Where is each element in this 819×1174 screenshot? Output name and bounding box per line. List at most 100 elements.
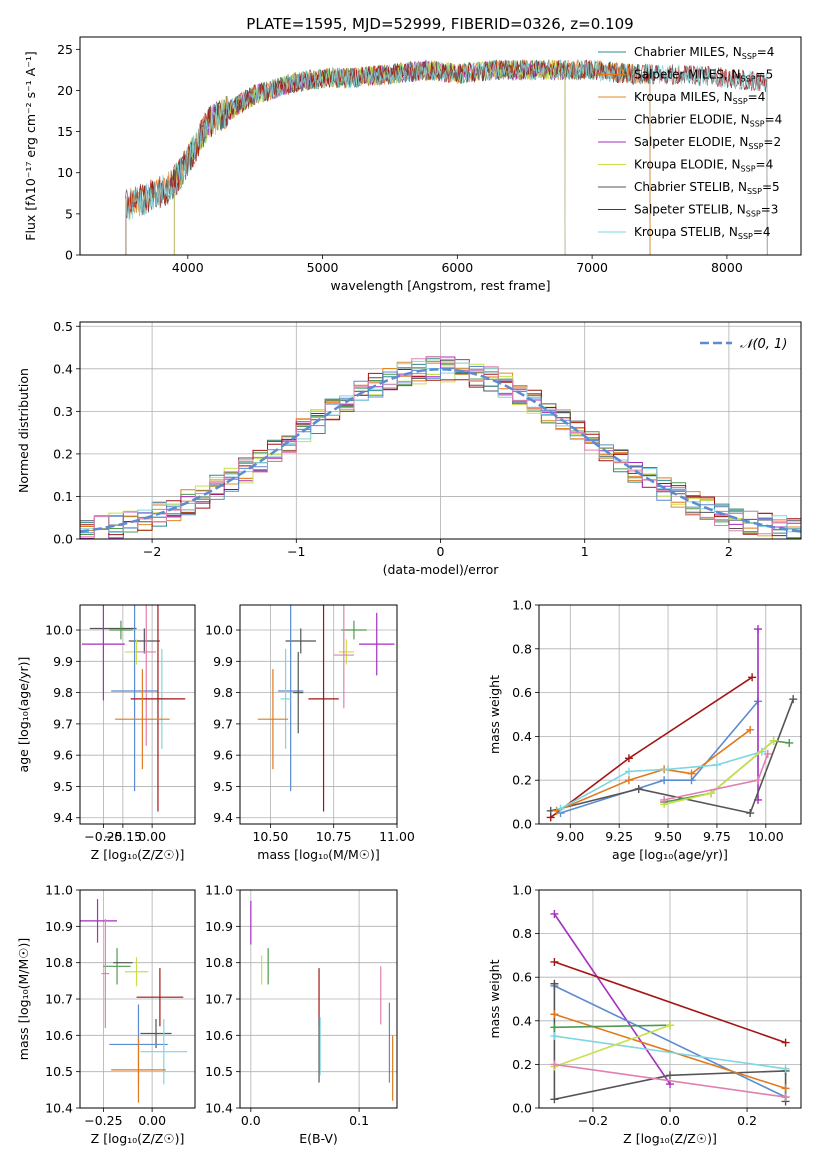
y-tick-label: 25 [57,42,73,57]
spectrum-series-chabrier-elodie [173,59,566,255]
y-tick-label: 0.8 [512,641,532,656]
y-tick-label: 0.6 [512,685,532,700]
weight-marker [634,784,643,793]
y-tick-label: 11.0 [205,883,233,898]
y-tick-label: 9.8 [213,685,233,700]
error-point [109,620,133,640]
y-tick-label: 9.5 [213,779,233,794]
y-tick-label: 0.4 [512,729,532,744]
plot-area [550,909,790,1106]
weight-marker [748,673,757,682]
error-point [140,1018,172,1049]
x-tick-label: −2 [143,544,161,559]
weight-line [663,753,769,801]
legend-label: Chabrier STELIB, NSSP=5 [634,180,780,196]
spectrum-series-salpeter-miles [125,59,651,255]
x-tick-label: 4000 [172,260,204,275]
error-point [280,648,291,749]
weight-line [560,700,759,814]
x-tick-label: 1 [581,544,589,559]
error-point [101,919,110,1029]
y-tick-label: 0.4 [512,1013,532,1028]
x-tick-label: −0.2 [578,1113,608,1128]
y-tick-label: 0.0 [512,1101,532,1116]
x-tick-label: 7000 [576,260,608,275]
error-point [293,651,304,734]
weight-marker [769,736,778,745]
error-point [359,612,395,676]
weight-marker [550,1032,559,1041]
y-tick-label: 10.4 [45,1101,73,1116]
error-point [136,605,157,746]
weight-marker [556,804,565,813]
error-point [140,1018,188,1085]
x-tick-label: 2 [725,544,733,559]
chart-weight_vs_age: 9.00 9.25 9.50 9.75 10.00 0.0 0.2 0.4 0.6 0.8 1.0 a… [487,598,802,862]
error-point [130,605,186,812]
plot-frame [79,889,196,1109]
y-tick-label: 0.2 [53,446,73,461]
histogram-salpeter-elodie [80,356,801,539]
x-axis-label: age [log₁₀(age/yr)] [612,847,728,862]
weight-marker [757,747,766,756]
chart-mass_vs_Z: −0.25 0.00 10.4 10.5 10.6 10.7 10.8 10.9 11.0 Z [… [16,883,196,1146]
weight-marker [785,738,794,747]
legend-label: Chabrier ELODIE, NSSP=4 [634,113,782,129]
weight-marker [753,625,762,634]
weight-marker [550,1010,559,1019]
x-tick-label: 10.00 [748,829,784,844]
y-tick-label: 9.9 [213,654,233,669]
plot-frame [239,604,398,825]
histogram-salpeter-stelib [80,369,801,537]
y-axis-label: mass weight [487,675,502,754]
plot-area [125,58,768,255]
weight-marker [550,957,559,966]
y-tick-label: 5 [65,206,73,221]
x-axis-label: wavelength [Angstrom, rest frame] [330,278,550,293]
x-tick-label: 6000 [441,260,473,275]
weight-line [554,1063,786,1098]
y-tick-label: 10.5 [205,1064,233,1079]
y-tick-label: 9.7 [53,716,73,731]
error-point [124,957,149,987]
legend-label: Salpeter MILES, NSSP=5 [634,68,773,84]
error-point [308,605,339,812]
weight-marker [550,909,559,918]
error-point [115,669,170,770]
x-tick-label: −0.25 [84,829,122,844]
y-tick-label: 0.2 [512,1057,532,1072]
y-tick-label: 9.7 [213,716,233,731]
spectrum-series-kroupa-elodie [173,58,566,255]
plot-frame [239,889,398,1109]
y-tick-label: 0.8 [512,926,532,941]
x-tick-label: 9.75 [703,829,731,844]
y-tick-label: 9.4 [213,810,233,825]
x-tick-label: −0.15 [104,829,142,844]
x-axis-label: (data-model)/error [383,562,500,577]
y-axis-label: mass [log₁₀(M/M☉)] [16,938,31,1060]
y-tick-label: 9.5 [53,779,73,794]
y-tick-label: 20 [57,83,73,98]
x-tick-label: 10.75 [316,829,352,844]
x-axis-label: mass [log₁₀(M/M☉)] [257,847,379,862]
y-tick-label: 0.3 [53,404,73,419]
plot-area [80,356,801,539]
error-point [80,899,118,943]
weight-marker [624,776,633,785]
x-axis-label: Z [log₁₀(Z/Z☉)] [91,847,185,862]
y-tick-label: 1.0 [512,883,532,898]
error-point [333,605,354,709]
x-tick-label: 8000 [711,260,743,275]
error-point [257,669,289,770]
error-point [277,605,304,792]
plot-area [546,625,798,822]
x-tick-label: 0.00 [138,1113,166,1128]
histogram-pink [80,356,801,538]
histogram-blue [80,366,801,539]
weight-marker [746,725,755,734]
y-axis-label: Flux [fλ10⁻¹⁷ erg cm⁻² s⁻¹ A⁻¹] [23,51,38,240]
y-tick-label: 10.8 [45,955,73,970]
y-tick-label: 0.0 [512,817,532,832]
y-tick-label: 0.1 [53,489,73,504]
